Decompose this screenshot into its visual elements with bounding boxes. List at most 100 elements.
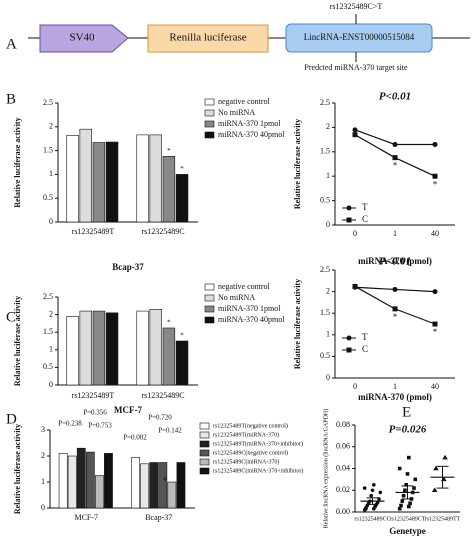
y-tick-label: 1.5 bbox=[320, 308, 330, 317]
y-tick-label: 0.00 bbox=[336, 507, 350, 516]
bar bbox=[66, 135, 79, 223]
legend-swatch bbox=[199, 449, 210, 457]
x-tick-label: 0 bbox=[353, 229, 357, 238]
x-tick-label: Bcap-37 bbox=[145, 513, 172, 522]
legend-swatch bbox=[199, 422, 210, 430]
legend-label: rs12325489C(miRNA-370) bbox=[213, 458, 279, 465]
annotation: * bbox=[109, 470, 113, 478]
y-tick-label: 1 bbox=[49, 169, 53, 178]
panel-label: D bbox=[6, 411, 17, 427]
x-tick-label: rs12325489T bbox=[72, 227, 115, 236]
panel-label: C bbox=[6, 309, 16, 325]
marker bbox=[400, 499, 405, 503]
x-tick-label: rs12325489T bbox=[72, 391, 115, 400]
marker bbox=[432, 173, 438, 179]
bar bbox=[92, 142, 106, 223]
marker bbox=[346, 347, 352, 353]
y-axis-label: Relative luciferase activity bbox=[293, 279, 302, 369]
legend-swatch bbox=[199, 440, 210, 448]
x-tick-label: 40 bbox=[431, 229, 439, 238]
marker bbox=[352, 127, 358, 133]
legend-label: negative control bbox=[218, 282, 271, 291]
marker bbox=[431, 487, 438, 493]
annotation: * bbox=[433, 327, 438, 337]
y-tick-label: 1 bbox=[49, 345, 53, 354]
marker bbox=[442, 454, 448, 460]
bar bbox=[131, 456, 141, 509]
legend-swatch bbox=[204, 120, 215, 128]
y-tick-label: 0 bbox=[326, 373, 330, 382]
x-tick-label: 0 bbox=[353, 382, 357, 391]
marker bbox=[407, 504, 411, 509]
legend-label: miRNA-370 1pmol bbox=[218, 119, 281, 128]
annotation: P=0.720 bbox=[148, 414, 172, 422]
y-tick-label: 0.5 bbox=[43, 193, 53, 202]
y-tick-label: 0.5 bbox=[320, 195, 330, 204]
y-tick-label: 2.5 bbox=[43, 98, 53, 107]
y-tick-label: 2.5 bbox=[43, 292, 53, 301]
marker bbox=[401, 493, 406, 498]
legend-swatch bbox=[199, 467, 210, 475]
legend-swatch bbox=[204, 131, 215, 139]
x-axis-label: MCF-7 bbox=[114, 405, 142, 415]
y-tick-label: 0 bbox=[49, 380, 53, 389]
legend-label: miRNA-370 1pmol bbox=[218, 304, 281, 313]
x-axis-label: miRNA-370 (pmol) bbox=[358, 392, 432, 402]
y-tick-label: 2.5 bbox=[320, 98, 330, 107]
marker bbox=[405, 472, 410, 476]
legend-swatch bbox=[199, 431, 210, 439]
marker bbox=[412, 486, 416, 490]
annotation: # bbox=[163, 476, 167, 484]
y-tick-label: 0 bbox=[326, 220, 330, 229]
bar bbox=[58, 453, 68, 509]
bar bbox=[105, 312, 119, 386]
legend-label: No miRNA bbox=[218, 108, 255, 117]
bar bbox=[167, 481, 177, 509]
marker bbox=[392, 155, 398, 161]
x-tick-label: rs12325489CC bbox=[354, 516, 390, 522]
bar bbox=[76, 447, 86, 509]
y-tick-label: 0.02 bbox=[336, 485, 350, 494]
renilla-box bbox=[147, 24, 269, 53]
y-tick-label: 1 bbox=[326, 330, 330, 339]
bar bbox=[149, 309, 162, 386]
marker bbox=[392, 141, 398, 147]
legend-swatch bbox=[204, 294, 215, 302]
legend-swatch bbox=[204, 316, 215, 324]
legend-label: rs12325489T(negative control) bbox=[213, 422, 288, 429]
bar bbox=[158, 462, 168, 509]
marker bbox=[397, 506, 402, 511]
legend-label: rs12325489C(miRNA-370+inhibitor) bbox=[213, 467, 303, 474]
y-axis-label: Relative luciferase activity bbox=[13, 424, 22, 514]
marker bbox=[403, 488, 407, 493]
marker bbox=[432, 141, 438, 147]
y-axis-label: Relative lincRNA expression (lincRNA/GAP… bbox=[322, 409, 329, 528]
marker bbox=[369, 493, 374, 498]
marker bbox=[378, 490, 383, 495]
y-tick-label: 0.04 bbox=[336, 463, 350, 472]
legend-swatch bbox=[204, 109, 215, 117]
marker bbox=[413, 477, 418, 482]
marker bbox=[432, 321, 438, 327]
x-axis-label: miRNA-370 (pmol) bbox=[358, 256, 432, 266]
legend-swatch bbox=[204, 283, 215, 291]
marker bbox=[364, 506, 368, 511]
legend-label: T bbox=[362, 332, 368, 342]
box-label: LincRNA-ENST00000515084 bbox=[304, 32, 415, 42]
annotation: * bbox=[180, 165, 184, 173]
marker bbox=[433, 465, 439, 471]
box-label: Renilla luciferase bbox=[169, 32, 246, 44]
panel-label: B bbox=[6, 91, 16, 107]
annotation: * bbox=[167, 147, 171, 155]
annotation: P=0.238 bbox=[58, 420, 82, 428]
y-tick-label: 3 bbox=[41, 425, 45, 434]
y-tick-label: 1 bbox=[41, 477, 45, 486]
legend-swatch bbox=[199, 458, 210, 466]
x-tick-label: 40 bbox=[431, 382, 439, 391]
y-axis-label: Relative luciferase activity bbox=[13, 117, 22, 207]
legend-label: No miRNA bbox=[218, 293, 255, 302]
bar bbox=[79, 310, 92, 386]
legend-swatch bbox=[204, 98, 215, 106]
x-tick-label: MCF-7 bbox=[74, 513, 98, 522]
marker bbox=[362, 486, 367, 490]
